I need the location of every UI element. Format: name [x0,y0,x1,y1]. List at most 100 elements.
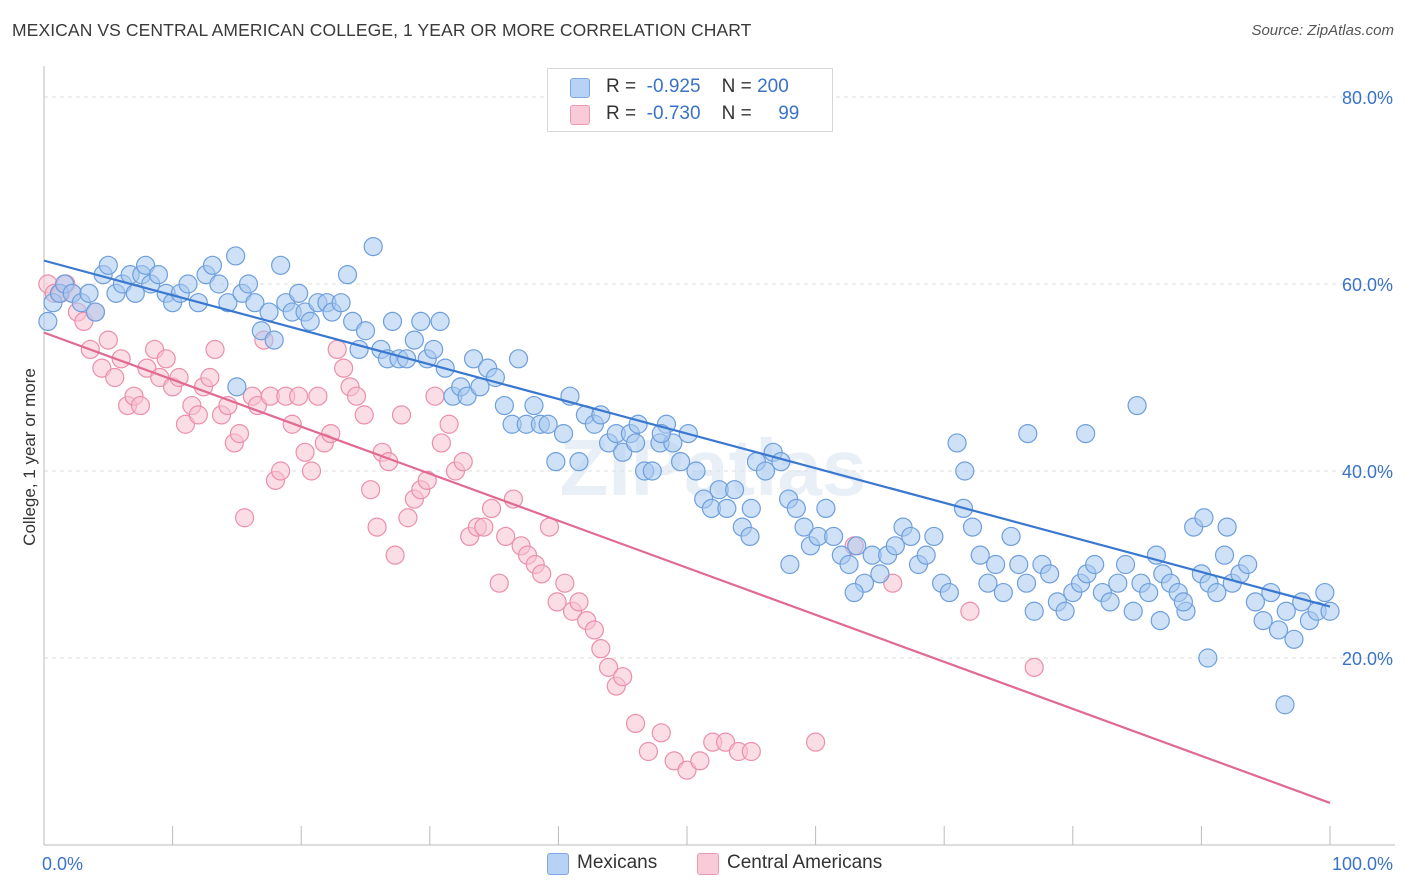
data-point [271,461,291,481]
data-point [1268,620,1289,640]
data-point [1139,582,1159,603]
data-point [300,311,320,331]
data-point [417,470,437,490]
data-point [1127,395,1147,416]
y-tick-label: 20.0% [1342,649,1393,669]
data-point [1198,648,1218,668]
data-point [156,349,176,369]
data-point [885,536,905,556]
data-point [883,573,903,593]
data-point [780,554,800,575]
data-point [717,498,737,518]
data-point [385,545,405,565]
data-point [289,386,309,406]
data-point [1217,517,1237,537]
data-point [1292,592,1312,612]
data-point [901,526,921,547]
axis-layer [43,66,1395,846]
data-point [1123,601,1143,621]
n-value: 99 [778,103,800,124]
data-point [638,741,659,762]
x-tick-label: 100.0% [1332,854,1393,874]
data-point [986,554,1006,575]
data-point [569,452,589,472]
data-point [664,751,684,771]
data-point [524,395,544,416]
data-point [1276,601,1296,621]
blue-swatch-icon [547,853,569,875]
data-point [202,255,223,275]
data-point [1320,601,1340,621]
data-point [391,405,412,425]
data-point [816,498,836,518]
data-point [755,461,776,481]
data-point [463,349,484,369]
data-point [494,395,514,416]
data-point [1150,610,1170,631]
data-point [677,760,697,780]
data-point [1085,554,1105,575]
data-point [584,620,605,640]
data-point [227,377,247,397]
y-tick-label: 40.0% [1342,462,1393,482]
data-point [481,498,502,518]
data-point [295,442,315,462]
data-point [105,367,125,388]
data-point [98,330,118,350]
data-point [453,452,473,472]
data-point [431,433,451,453]
data-point [382,311,403,331]
data-point [439,414,459,434]
data-point [245,293,265,313]
data-point [1238,554,1258,575]
data-point [355,321,376,341]
data-point [457,386,477,406]
central-americans-points [38,274,1044,780]
data-point [939,582,959,603]
data-point [169,367,189,388]
r-label: R = [606,103,637,124]
data-point [361,480,381,500]
pink-swatch-icon [697,853,719,875]
data-point [947,433,967,453]
data-point [229,424,250,444]
data-point [1115,554,1136,575]
data-point [962,517,983,537]
data-point [1253,610,1273,631]
data-point [741,498,761,518]
n-value: 200 [757,76,789,97]
data-point [424,339,444,360]
data-point [489,573,509,593]
data-point [916,545,936,565]
data-point [130,395,151,416]
data-point [625,433,646,453]
mexicans-points [38,237,1340,715]
data-point [1024,601,1044,621]
central-americans-trend-line [43,331,1331,804]
data-point [98,255,118,275]
data-point [970,545,990,565]
data-point [1194,508,1214,528]
data-point [870,564,890,584]
data-point [264,330,284,350]
data-point [337,265,358,285]
data-point [1055,601,1075,621]
data-point [205,339,225,360]
data-point [404,330,424,350]
data-point [978,573,998,593]
data-point [346,386,367,406]
legend-label: Central Americans [727,852,883,873]
data-point [1001,526,1021,547]
y-axis-label: College, 1 year or more [20,368,39,546]
data-point [271,255,291,275]
correlation-legend: R = -0.925 N = 200 R = -0.730 N = 99 [547,68,833,132]
chart-title: MEXICAN VS CENTRAL AMERICAN COLLEGE, 1 Y… [12,20,752,40]
data-point [226,246,246,266]
data-point [844,582,864,603]
data-point [553,424,574,444]
data-point [1284,629,1304,649]
n-label: N = [721,76,752,97]
data-point [334,358,354,378]
data-point [354,405,374,425]
data-point [555,573,575,593]
